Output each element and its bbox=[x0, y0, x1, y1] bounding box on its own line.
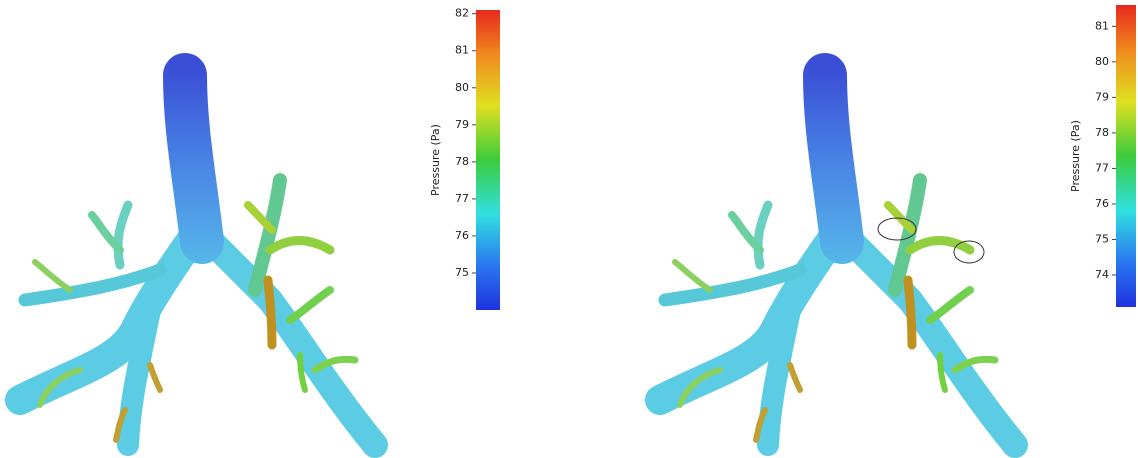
tick-label: 75 bbox=[1095, 232, 1109, 245]
highlight-ellipse bbox=[953, 240, 985, 264]
tick-label: 81 bbox=[455, 44, 469, 57]
colorbars: 75 76 77 78 79 80 81 82 Pressure (Pa) 74 75 76 77 78 7… bbox=[429, 5, 1136, 310]
tick-label: 79 bbox=[455, 118, 469, 131]
tick-label: 76 bbox=[455, 229, 469, 242]
colorbar bbox=[1116, 5, 1136, 307]
highlight-ellipse bbox=[877, 217, 917, 241]
tick-label: 75 bbox=[455, 266, 469, 279]
tick-label: 77 bbox=[455, 192, 469, 205]
tick-label: 81 bbox=[1095, 19, 1109, 32]
tick-label: 79 bbox=[1095, 90, 1109, 103]
tick-label: 76 bbox=[1095, 197, 1109, 210]
tick-label: 78 bbox=[455, 155, 469, 168]
tick-label: 80 bbox=[1095, 55, 1109, 68]
colorbar bbox=[476, 10, 500, 310]
airway-render bbox=[660, 75, 1015, 445]
tick-label: 78 bbox=[1095, 126, 1109, 139]
colorbar-label: Pressure (Pa) bbox=[1069, 120, 1082, 192]
airway-render bbox=[20, 75, 375, 445]
tick-label: 80 bbox=[455, 81, 469, 94]
tick-label: 74 bbox=[1095, 268, 1109, 281]
tick-label: 77 bbox=[1095, 161, 1109, 174]
tick-label: 82 bbox=[455, 7, 469, 20]
colorbar-label: Pressure (Pa) bbox=[429, 124, 442, 196]
